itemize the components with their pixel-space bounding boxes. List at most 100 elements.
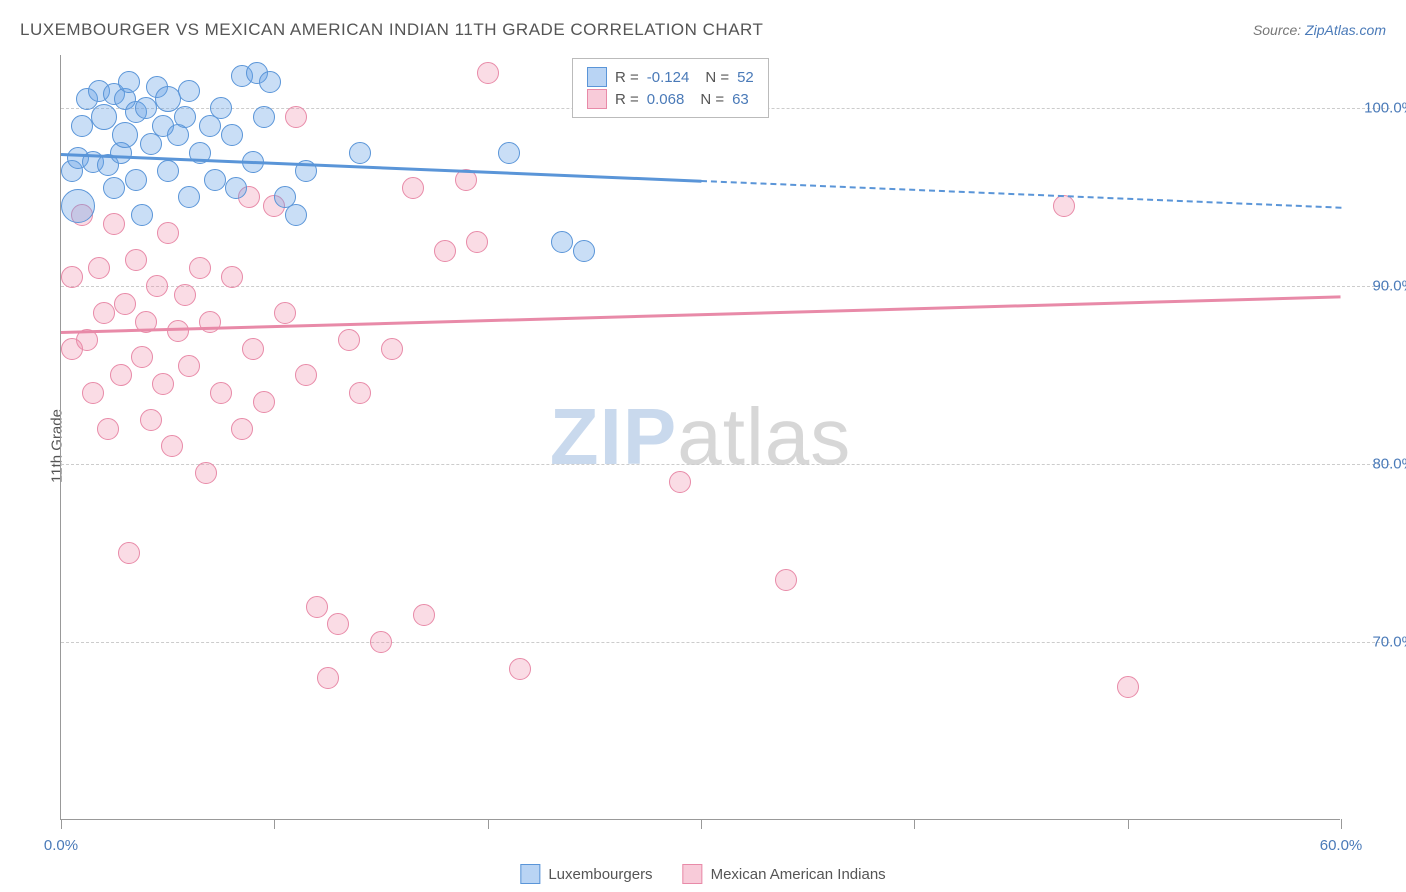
data-point <box>112 122 138 148</box>
legend-blue-label: Luxembourgers <box>548 866 652 883</box>
y-tick-label: 70.0% <box>1372 634 1406 651</box>
data-point <box>118 542 140 564</box>
data-point <box>477 62 499 84</box>
data-point <box>157 160 179 182</box>
trend-line <box>701 180 1341 209</box>
data-point <box>82 382 104 404</box>
x-tick <box>274 819 275 829</box>
data-point <box>167 320 189 342</box>
x-tick <box>1128 819 1129 829</box>
title-bar: LUXEMBOURGER VS MEXICAN AMERICAN INDIAN … <box>20 20 1386 40</box>
swatch-icon <box>587 67 607 87</box>
data-point <box>253 391 275 413</box>
data-point <box>413 604 435 626</box>
source-label: Source: <box>1253 22 1305 38</box>
swatch-blue-icon <box>520 864 540 884</box>
legend-item-blue: Luxembourgers <box>520 864 652 884</box>
source-attribution: Source: ZipAtlas.com <box>1253 22 1386 38</box>
data-point <box>152 373 174 395</box>
x-tick <box>1341 819 1342 829</box>
data-point <box>204 169 226 191</box>
data-point <box>1053 195 1075 217</box>
data-point <box>274 302 296 324</box>
data-point <box>210 382 232 404</box>
data-point <box>178 80 200 102</box>
data-point <box>370 631 392 653</box>
data-point <box>285 106 307 128</box>
data-point <box>775 569 797 591</box>
data-point <box>131 204 153 226</box>
data-point <box>349 382 371 404</box>
data-point <box>178 186 200 208</box>
chart-title: LUXEMBOURGER VS MEXICAN AMERICAN INDIAN … <box>20 20 763 40</box>
data-point <box>231 418 253 440</box>
data-point <box>103 177 125 199</box>
data-point <box>338 329 360 351</box>
data-point <box>161 435 183 457</box>
grid-line <box>61 286 1390 287</box>
data-point <box>131 346 153 368</box>
data-point <box>221 266 243 288</box>
data-point <box>349 142 371 164</box>
watermark-zip: ZIP <box>550 392 677 481</box>
data-point <box>242 338 264 360</box>
data-point <box>225 177 247 199</box>
plot-area: ZIPatlas 70.0%80.0%90.0%100.0%0.0%60.0% <box>60 55 1340 820</box>
data-point <box>253 106 275 128</box>
y-tick-label: 80.0% <box>1372 456 1406 473</box>
data-point <box>146 275 168 297</box>
data-point <box>327 613 349 635</box>
data-point <box>125 169 147 191</box>
grid-line <box>61 642 1390 643</box>
data-point <box>189 257 211 279</box>
trend-line <box>61 295 1341 333</box>
data-point <box>178 355 200 377</box>
data-point <box>103 213 125 235</box>
legend-pink-label: Mexican American Indians <box>711 866 886 883</box>
data-point <box>306 596 328 618</box>
data-point <box>125 249 147 271</box>
data-point <box>1117 676 1139 698</box>
data-point <box>434 240 456 262</box>
data-point <box>573 240 595 262</box>
data-point <box>381 338 403 360</box>
data-point <box>114 293 136 315</box>
x-tick <box>914 819 915 829</box>
correlation-legend: R = -0.124N = 52R = 0.068N = 63 <box>572 58 769 118</box>
x-tick-label: 60.0% <box>1320 837 1363 854</box>
data-point <box>174 106 196 128</box>
data-point <box>402 177 424 199</box>
data-point <box>221 124 243 146</box>
data-point <box>466 231 488 253</box>
data-point <box>61 266 83 288</box>
data-point <box>97 418 119 440</box>
data-point <box>88 257 110 279</box>
data-point <box>157 222 179 244</box>
data-point <box>285 204 307 226</box>
data-point <box>93 302 115 324</box>
y-tick-label: 90.0% <box>1372 278 1406 295</box>
watermark-atlas: atlas <box>677 392 851 481</box>
data-point <box>669 471 691 493</box>
x-tick <box>701 819 702 829</box>
x-tick-label: 0.0% <box>44 837 78 854</box>
legend-item-pink: Mexican American Indians <box>683 864 886 884</box>
data-point <box>91 104 117 130</box>
data-point <box>551 231 573 253</box>
data-point <box>174 284 196 306</box>
swatch-pink-icon <box>683 864 703 884</box>
watermark: ZIPatlas <box>550 391 851 483</box>
x-tick <box>61 819 62 829</box>
data-point <box>210 97 232 119</box>
data-point <box>118 71 140 93</box>
source-link[interactable]: ZipAtlas.com <box>1305 22 1386 38</box>
data-point <box>498 142 520 164</box>
data-point <box>140 409 162 431</box>
data-point <box>195 462 217 484</box>
x-tick <box>488 819 489 829</box>
swatch-icon <box>587 89 607 109</box>
grid-line <box>61 464 1390 465</box>
y-tick-label: 100.0% <box>1364 100 1406 117</box>
data-point <box>295 364 317 386</box>
bottom-legend: Luxembourgers Mexican American Indians <box>520 864 885 884</box>
